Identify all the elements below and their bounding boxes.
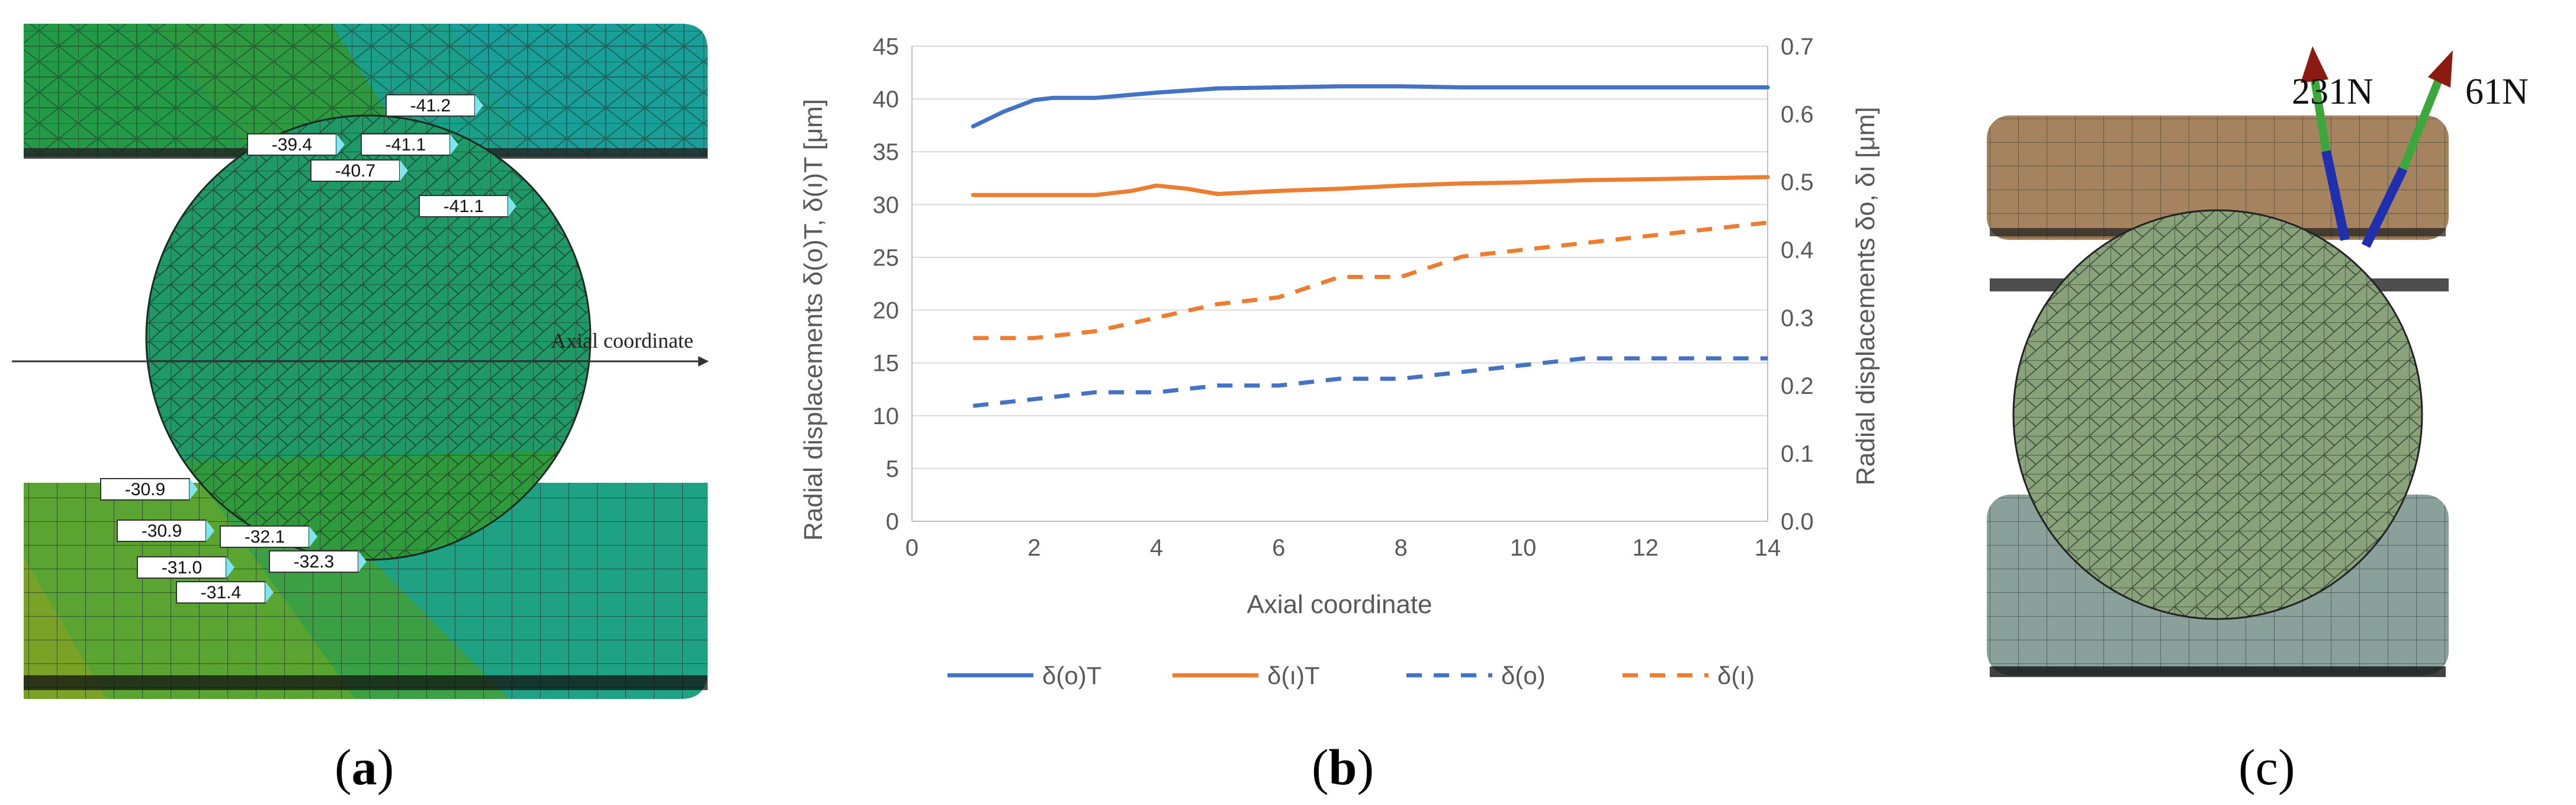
x-tick: 2 <box>1027 535 1040 561</box>
y-axis-label-left: Radial displacements δ(o)T, δ(ı)T [μm] <box>799 99 828 541</box>
force-label-231N: 231N <box>2292 72 2373 112</box>
x-axis-label: Axial coordinate <box>1247 590 1432 619</box>
y-tick-right: 0.7 <box>1781 34 1814 60</box>
lower-label: -32.3 <box>294 552 334 572</box>
panel-label-b: (b) <box>1312 739 1374 796</box>
chart-series <box>971 84 1770 408</box>
x-tick: 14 <box>1755 535 1781 561</box>
y-tick-left: 20 <box>873 298 900 324</box>
force-arrow-231N <box>2301 46 2350 241</box>
panel-b-chart: 0510152025303540450.00.10.20.30.40.50.60… <box>799 34 1880 689</box>
series-line <box>972 356 1768 408</box>
x-tick: 0 <box>905 535 918 561</box>
y-tick-left: 0 <box>886 509 899 535</box>
series-line <box>971 175 1770 197</box>
upper-label: -41.1 <box>444 197 484 216</box>
y-tick-right: 0.3 <box>1781 305 1814 331</box>
y-tick-left: 15 <box>873 351 900 377</box>
y-tick-right: 0.0 <box>1781 509 1814 535</box>
y-tick-right: 0.2 <box>1781 373 1814 399</box>
lower-label: -30.9 <box>125 480 165 499</box>
lower-label: -31.4 <box>201 583 241 602</box>
x-tick: 12 <box>1632 535 1659 561</box>
y-tick-right: 0.6 <box>1781 102 1814 128</box>
ball-c <box>2013 210 2422 619</box>
panel-label-a: (a) <box>335 739 394 796</box>
y-tick-left: 45 <box>873 34 900 60</box>
lower-value-labels: -30.9 -30.9 -32.1 -31.0 -32.3 -31.4 <box>100 478 367 604</box>
chart-legend: δ(o)T δ(ı)T δ(o) δ(ı) <box>947 662 1755 689</box>
x-tick: 10 <box>1510 535 1537 561</box>
y-tick-left: 25 <box>873 245 900 271</box>
panel-c-fem: 231N 61N <box>1987 46 2529 677</box>
y-tick-left: 30 <box>873 192 900 218</box>
force-label-61N: 61N <box>2465 72 2529 112</box>
panel-a-fem: Axial coordinate -41.2 -39.4 -41.1 -40.7… <box>12 24 709 699</box>
lower-label: -31.0 <box>162 558 202 578</box>
force-arrow-61N <box>2361 50 2453 248</box>
upper-label: -41.1 <box>386 135 426 155</box>
upper-label: -39.4 <box>272 135 312 155</box>
y-tick-right: 0.5 <box>1781 169 1814 195</box>
chart-grid <box>911 46 1768 522</box>
lower-label: -32.1 <box>245 527 285 547</box>
axis-label-a: Axial coordinate <box>551 329 693 352</box>
legend-label: δ(o)T <box>1042 662 1101 689</box>
upper-label: -41.2 <box>410 96 451 116</box>
y-tick-right: 0.1 <box>1781 441 1814 467</box>
panel-label-c: (c) <box>2238 739 2295 796</box>
y-tick-left: 35 <box>873 139 900 165</box>
y-tick-left: 10 <box>873 403 900 429</box>
upper-value-labels: -41.2 -39.4 -41.1 -40.7 -41.1 <box>247 94 516 217</box>
x-tick: 4 <box>1150 535 1163 561</box>
series-line <box>973 220 1768 341</box>
legend-label: δ(ı) <box>1717 662 1755 689</box>
lower-label: -30.9 <box>142 521 182 541</box>
chart-ticks: 0510152025303540450.00.10.20.30.40.50.60… <box>873 34 1814 561</box>
series-line <box>971 84 1770 129</box>
legend-label: δ(o) <box>1501 662 1546 689</box>
y-tick-left: 5 <box>886 456 899 482</box>
upper-label: -40.7 <box>335 161 375 181</box>
x-tick: 8 <box>1395 535 1408 561</box>
legend-label: δ(ı)T <box>1267 662 1320 689</box>
y-tick-left: 40 <box>873 86 900 113</box>
y-axis-label-right: Radial displacements δo, δı [μm] <box>1851 107 1880 485</box>
y-tick-right: 0.4 <box>1781 238 1814 264</box>
x-tick: 6 <box>1272 535 1285 561</box>
